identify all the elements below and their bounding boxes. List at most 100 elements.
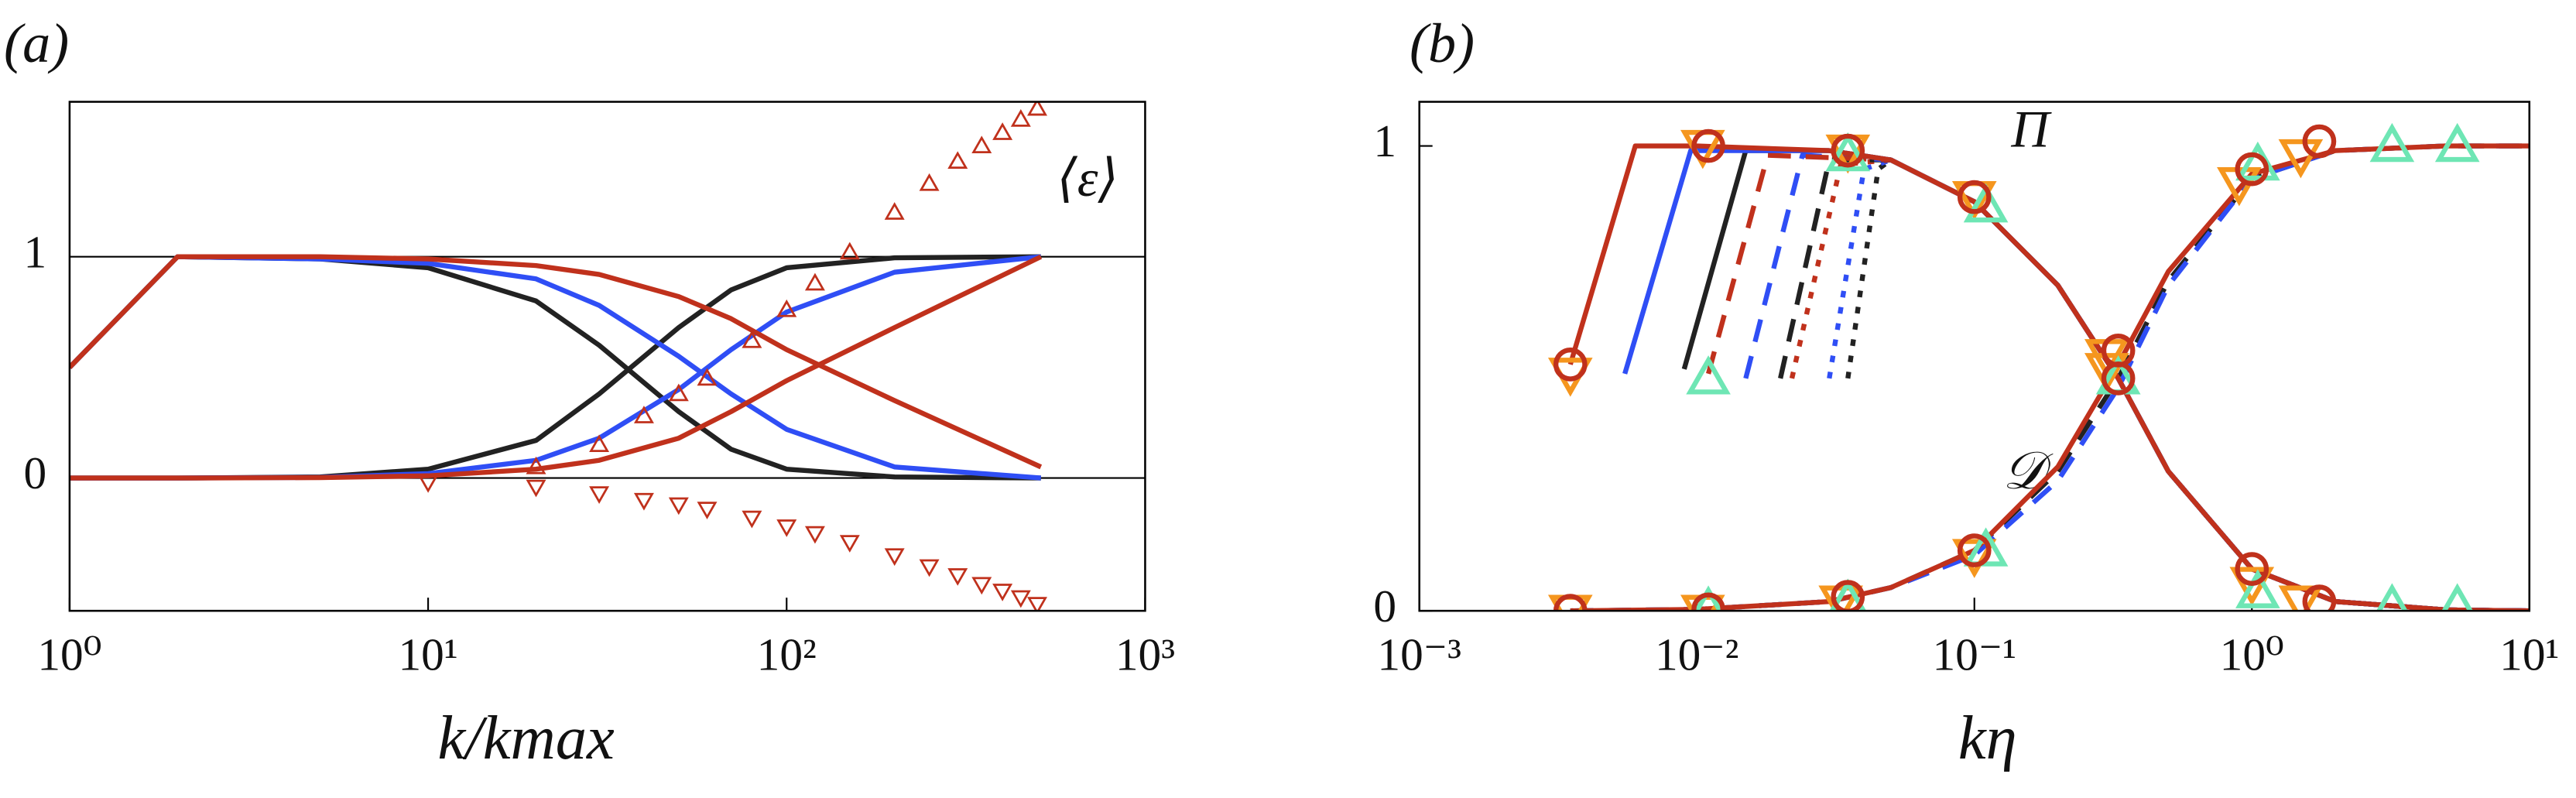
marker: [776, 519, 797, 537]
marker: [589, 486, 610, 505]
x-tick-label: 10⁰: [2220, 629, 2284, 680]
marker: [2369, 122, 2415, 163]
marker: [2434, 122, 2480, 163]
series-line: [69, 254, 1041, 481]
marker: [2376, 583, 2408, 611]
marker: [697, 368, 718, 386]
x-tick-label: 10¹: [2499, 629, 2559, 680]
marker: [2302, 124, 2337, 159]
series-line: [1845, 157, 2530, 611]
marker: [1963, 183, 2009, 223]
marker: [1831, 133, 1865, 168]
marker: [1027, 597, 1047, 611]
x-tick-label: 10⁻²: [1655, 629, 1739, 680]
marker: [1553, 594, 1588, 611]
marker: [418, 474, 439, 493]
marker: [971, 577, 992, 595]
marker: [633, 492, 654, 511]
x-tick-label: 10⁻¹: [1932, 629, 2016, 680]
y-tick-label: 1: [24, 226, 47, 277]
marker: [1951, 539, 1997, 578]
marker: [919, 559, 940, 577]
marker: [2229, 567, 2275, 606]
x-tick-label: 10¹: [399, 629, 458, 680]
y-tick-label: 1: [1373, 115, 1396, 166]
marker: [1027, 101, 1047, 116]
marker: [526, 479, 546, 498]
marker: [1691, 592, 1725, 611]
x-tick-label: 10²: [757, 629, 817, 680]
series-line: [1570, 143, 2530, 611]
marker: [2235, 569, 2280, 608]
series-line: [69, 254, 1043, 481]
marker: [2235, 152, 2269, 187]
marker: [1957, 533, 1992, 567]
marker: [1825, 132, 1871, 172]
marker: [2235, 552, 2269, 586]
x-tick-label: 10⁻³: [1377, 629, 1461, 680]
marker: [1694, 585, 1723, 611]
marker: [2441, 583, 2474, 611]
marker: [839, 535, 860, 553]
axes-frame: [68, 101, 1146, 612]
marker: [2101, 333, 2136, 368]
annotation: Π: [2010, 101, 2052, 159]
marker: [884, 202, 905, 220]
marker: [742, 510, 762, 529]
marker: [919, 173, 940, 191]
series-line: [1567, 143, 2530, 611]
series-line: [69, 254, 1042, 481]
marker: [992, 584, 1013, 601]
marker: [1691, 128, 1725, 163]
series-line: [1622, 148, 2530, 611]
series-line: [1827, 157, 2530, 611]
marker: [884, 548, 905, 567]
marker: [1829, 578, 1867, 611]
marker: [668, 383, 689, 402]
x-axis-label: k/kmax: [438, 704, 615, 772]
x-tick-label: 10³: [1115, 629, 1175, 680]
series-line: [69, 254, 1041, 481]
marker: [2302, 584, 2337, 611]
marker: [526, 456, 546, 474]
marker: [1010, 590, 1031, 608]
marker: [633, 406, 654, 423]
marker: [839, 241, 860, 260]
x-axis-label: kη: [1958, 704, 2017, 772]
marker: [992, 122, 1013, 140]
panel-label: (b): [1410, 12, 1475, 74]
axes-frame: [1418, 101, 2531, 612]
y-tick-label: 0: [24, 447, 47, 498]
marker: [971, 135, 992, 154]
series-line: [1778, 157, 2530, 611]
panel-label: (a): [4, 12, 69, 74]
marker: [947, 151, 968, 170]
series-line: [1743, 152, 2530, 611]
series-line: [1570, 143, 2530, 611]
marker: [804, 526, 825, 544]
marker: [2278, 139, 2324, 179]
x-tick-label: 10⁰: [37, 629, 101, 680]
plot-area: [69, 101, 1047, 611]
marker: [947, 568, 968, 586]
plot-area: [1547, 122, 2530, 611]
marker: [1831, 580, 1865, 611]
marker: [1553, 348, 1588, 382]
marker: [776, 299, 797, 317]
marker: [1818, 585, 1863, 611]
series-line: [1570, 143, 2530, 611]
annotation: ⟨ε⟩: [1057, 149, 1118, 207]
series-line: [69, 254, 1042, 481]
marker: [742, 330, 762, 348]
marker: [1010, 109, 1031, 127]
marker: [804, 272, 825, 291]
y-tick-label: 0: [1373, 581, 1396, 632]
panel: (a) k/kmax 0 1 10⁰ 10¹ 10² 10³ ⟨ε⟩: [4, 12, 1175, 772]
marker: [2278, 585, 2324, 611]
series-line: [69, 254, 1043, 470]
marker: [1686, 355, 1731, 395]
series-line: [1789, 157, 2530, 611]
marker: [668, 497, 689, 515]
